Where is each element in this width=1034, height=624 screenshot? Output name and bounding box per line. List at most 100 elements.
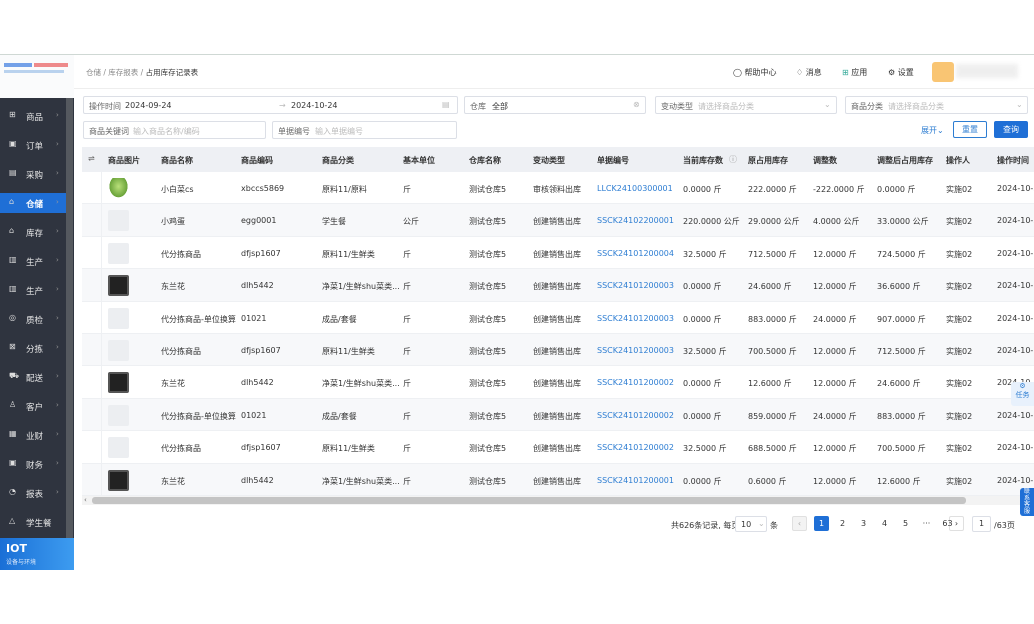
chevron[interactable]: › <box>56 372 59 380</box>
sidebar-label[interactable]: 报表 <box>26 490 44 500</box>
sidebar-item[interactable]: ▥ 生产 › <box>0 251 66 271</box>
page-button[interactable]: 3 <box>860 519 867 528</box>
doc-link[interactable]: SSCK24101200002 <box>597 443 674 453</box>
sidebar-icon[interactable]: ▣ <box>9 458 17 467</box>
sidebar-icon[interactable]: ⊠ <box>9 342 16 351</box>
sidebar-label[interactable]: 质检 <box>26 316 44 326</box>
help[interactable]: ◯ 帮助中心 <box>733 68 777 77</box>
sidebar-label[interactable]: 生产 <box>26 258 44 268</box>
sidebar-item-active[interactable]: ⌂ 仓储 › <box>0 193 66 213</box>
chevron[interactable]: › <box>56 198 59 206</box>
help-label[interactable]: 帮助中心 <box>744 68 777 77</box>
chevron[interactable]: ⌄ <box>758 519 765 528</box>
clear-icon[interactable]: ⊗ <box>633 100 640 109</box>
sidebar-item[interactable]: ◔ 报表 › <box>0 483 66 503</box>
avatar[interactable] <box>932 62 954 82</box>
page-button[interactable]: 2 <box>839 519 846 528</box>
page-size-select[interactable]: 10 ⌄ <box>735 516 767 532</box>
iot-title[interactable]: IOT <box>6 542 27 555</box>
doc-link[interactable]: SSCK24101200002 <box>597 410 674 420</box>
sidebar-label[interactable]: 生产 <box>26 287 44 297</box>
task-float[interactable]: ⚙ 任务 <box>1011 382 1034 406</box>
expand-button[interactable]: 展开⌄ <box>921 126 944 135</box>
prev-page[interactable]: ‹ <box>792 516 807 531</box>
page-button[interactable]: ··· <box>922 519 931 528</box>
doc-link[interactable]: SSCK24101200003 <box>597 281 674 291</box>
product-image[interactable] <box>108 275 129 297</box>
chevron[interactable]: › <box>56 314 59 322</box>
page-button[interactable]: 4 <box>881 519 888 528</box>
sidebar-icon[interactable]: ◎ <box>9 313 16 322</box>
sidebar-label[interactable]: 客户 <box>26 403 44 413</box>
crumb[interactable]: 库存报表 <box>108 68 139 77</box>
sidebar-item[interactable]: ⊠ 分拣 › <box>0 338 66 358</box>
filter-placeholder[interactable]: 输入商品名称/编码 <box>133 127 200 136</box>
sidebar-label[interactable]: 业财 <box>26 432 44 442</box>
chevron[interactable]: › <box>56 401 59 409</box>
sidebar-label[interactable]: 配送 <box>26 374 44 384</box>
sidebar-icon[interactable]: ⊞ <box>9 110 16 119</box>
h-scroll-thumb[interactable] <box>92 497 966 504</box>
scroll-left[interactable]: ‹ <box>84 496 87 504</box>
sidebar-icon[interactable]: ♙ <box>9 400 17 409</box>
search-button[interactable]: 查询 <box>994 121 1028 138</box>
filter-placeholder[interactable]: 请选择商品分类 <box>698 102 754 111</box>
sidebar-label[interactable]: 分拣 <box>26 345 44 355</box>
sidebar-label[interactable]: 财务 <box>26 461 44 471</box>
page-button[interactable]: 5 <box>902 519 909 528</box>
sidebar-icon[interactable]: △ <box>9 516 16 525</box>
user-name[interactable] <box>956 64 1018 78</box>
next-page[interactable]: › <box>949 516 964 531</box>
chevron[interactable]: › <box>56 111 59 119</box>
page-size[interactable]: 10 <box>741 520 752 529</box>
task-label[interactable]: 任务 <box>1015 391 1030 399</box>
apps-label[interactable]: 应用 <box>851 68 868 77</box>
chevron[interactable]: › <box>56 227 59 235</box>
reset-button[interactable]: 重置 <box>953 121 987 138</box>
product-image[interactable] <box>108 307 129 329</box>
messages-label[interactable]: 消息 <box>805 68 822 77</box>
sidebar-item[interactable]: ◎ 质检 › <box>0 309 66 329</box>
sidebar-item[interactable]: △ 学生餐 <box>0 512 66 532</box>
service-label[interactable]: 联系客服 <box>1023 488 1030 515</box>
expand-label[interactable]: 展开 <box>921 126 937 135</box>
doc-link[interactable]: SSCK24101200003 <box>597 346 674 355</box>
sidebar-item[interactable]: ▥ 生产 › <box>0 280 66 300</box>
apps[interactable]: ⊞ 应用 <box>842 68 868 77</box>
product-image[interactable] <box>108 178 129 199</box>
settings-label[interactable]: 设置 <box>897 68 914 77</box>
doc-link[interactable]: SSCK24102200001 <box>597 216 674 226</box>
sidebar-icon[interactable]: ▥ <box>9 255 17 264</box>
sidebar-label[interactable]: 采购 <box>26 171 44 181</box>
info-icon[interactable]: ⓘ <box>729 155 737 164</box>
chevron[interactable]: › <box>56 169 59 177</box>
jump-input[interactable]: 1 <box>972 516 991 532</box>
chevron[interactable]: ⌄ <box>824 100 831 109</box>
filter-placeholder[interactable]: 输入单据编号 <box>315 127 363 136</box>
sidebar-icon[interactable]: ⌂ <box>9 197 15 206</box>
iot-subtitle[interactable]: 设备与环境 <box>6 559 37 566</box>
sidebar-item[interactable]: ⛟ 配送 › <box>0 367 66 387</box>
doc-link[interactable]: SSCK24101200003 <box>597 313 674 323</box>
sidebar-icon[interactable]: ◔ <box>9 487 16 496</box>
chevron[interactable]: › <box>56 256 59 264</box>
sidebar-item[interactable]: ▦ 业财 › <box>0 425 66 445</box>
sidebar-label[interactable]: 商品 <box>26 113 44 123</box>
change-type-filter[interactable]: 变动类型 请选择商品分类 ⌄ <box>655 96 837 114</box>
doc-link[interactable]: SSCK24101200004 <box>597 248 674 258</box>
messages[interactable]: ♢ 消息 <box>796 68 822 77</box>
sidebar-item[interactable]: ⌂ 库存 › <box>0 222 66 242</box>
product-image[interactable] <box>108 469 129 491</box>
category-filter[interactable]: 商品分类 请选择商品分类 ⌄ <box>845 96 1028 114</box>
chevron[interactable]: ⌄ <box>1016 100 1023 109</box>
doc-link[interactable]: LLCK24100300001 <box>597 184 673 193</box>
settings[interactable]: ⚙ 设置 <box>888 68 914 77</box>
date-end[interactable]: 2024-10-24 <box>291 101 338 110</box>
product-image[interactable] <box>108 242 129 264</box>
sidebar-icon[interactable]: ▣ <box>9 139 17 148</box>
chevron[interactable]: › <box>56 488 59 496</box>
iot-card[interactable]: IOT 设备与环境 <box>0 538 74 570</box>
sidebar-item[interactable]: ♙ 客户 › <box>0 396 66 416</box>
sidebar-icon[interactable]: ⌂ <box>9 226 15 235</box>
doc-link[interactable]: SSCK24101200002 <box>597 378 674 388</box>
